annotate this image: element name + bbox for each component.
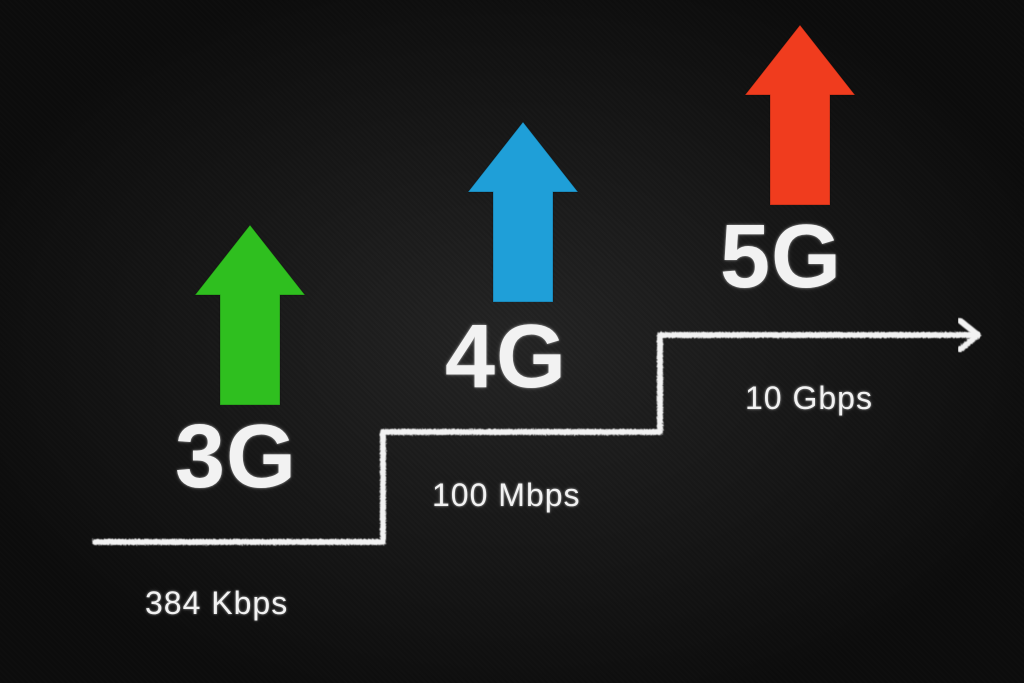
speed-label-5g: 10 Gbps — [745, 380, 873, 417]
generation-label-3g: 3G — [175, 412, 297, 502]
generation-label-5g: 5G — [720, 212, 842, 302]
up-arrow-5g-icon — [745, 25, 855, 205]
up-arrow-3g-icon — [195, 225, 305, 405]
up-arrow-4g-icon — [468, 122, 578, 302]
generation-label-4g: 4G — [445, 312, 567, 402]
speed-label-3g: 384 Kbps — [145, 585, 288, 622]
speed-label-4g: 100 Mbps — [432, 477, 581, 514]
chalkboard-stage: 3G 4G 5G 384 Kbps 100 Mbps 10 Gbps — [0, 0, 1024, 683]
